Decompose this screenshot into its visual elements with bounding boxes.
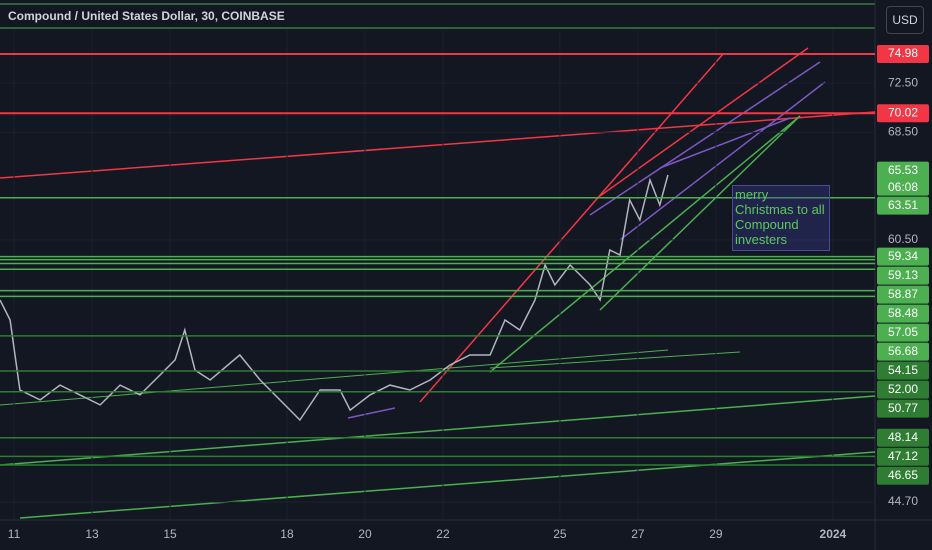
price-badge	[877, 247, 929, 266]
price-label: 70.02	[888, 105, 918, 119]
price-label: 59.13	[888, 268, 918, 282]
price-line	[0, 174, 669, 422]
trend-line	[619, 81, 826, 241]
price-badge	[877, 266, 929, 285]
price-label: 58.87	[888, 287, 918, 301]
price-badge	[877, 399, 929, 418]
price-badge	[877, 342, 929, 361]
y-tick-label: 72.50	[888, 75, 918, 89]
price-label: 50.77	[888, 401, 918, 415]
chart-title: Compound / United States Dollar, 30, COI…	[8, 9, 285, 23]
x-tick-label: 13	[85, 527, 99, 541]
y-tick-label: 60.50	[888, 232, 918, 246]
x-tick-label: 27	[631, 527, 645, 541]
y-tick-label: 68.50	[888, 124, 918, 138]
x-tick-label: 29	[709, 527, 723, 541]
price-label: 59.34	[888, 249, 918, 263]
currency-button[interactable]: USD	[886, 6, 924, 34]
trend-line	[599, 115, 801, 311]
price-badge	[877, 466, 929, 485]
trend-line	[489, 351, 741, 369]
trend-line	[599, 47, 809, 197]
x-tick-label: 25	[553, 527, 567, 541]
price-badge	[877, 285, 929, 304]
price-badge	[877, 361, 929, 380]
x-tick-label: 18	[280, 527, 294, 541]
price-label: 47.12	[888, 449, 918, 463]
price-badge	[877, 196, 929, 215]
price-label: 74.98	[888, 46, 918, 60]
x-tick-label: 20	[358, 527, 372, 541]
price-badge	[877, 304, 929, 323]
price-badge	[877, 323, 929, 342]
price-badge	[877, 104, 929, 123]
price-label: 57.05	[888, 325, 918, 339]
trend-line	[659, 117, 791, 169]
x-tick-label: 2024	[820, 527, 847, 541]
price-label: 65.53	[888, 163, 918, 177]
price-label: 48.14	[888, 430, 918, 444]
trend-line	[0, 349, 669, 406]
trend-line	[589, 61, 821, 216]
price-badge	[877, 447, 929, 466]
trend-line	[489, 115, 801, 373]
trend-line	[19, 451, 876, 519]
price-label: 58.48	[888, 306, 918, 320]
price-label: 56.68	[888, 344, 918, 358]
price-badge	[877, 161, 929, 196]
y-tick-label: 44.70	[888, 494, 918, 508]
price-badge	[877, 44, 929, 63]
trend-line	[347, 407, 396, 419]
price-label: 46.65	[888, 468, 918, 482]
x-tick-label: 22	[436, 527, 450, 541]
x-tick-label: 15	[163, 527, 177, 541]
price-badge	[877, 428, 929, 447]
countdown-label: 06:08	[888, 180, 918, 194]
annotation: merry Christmas to all Compound invester…	[732, 185, 830, 251]
price-badge	[877, 380, 929, 399]
trend-line	[0, 395, 876, 466]
price-label: 52.00	[888, 382, 918, 396]
x-tick-label: 11	[8, 527, 21, 541]
price-label: 63.51	[888, 198, 918, 212]
trend-line	[419, 53, 724, 403]
price-label: 54.15	[888, 363, 918, 377]
